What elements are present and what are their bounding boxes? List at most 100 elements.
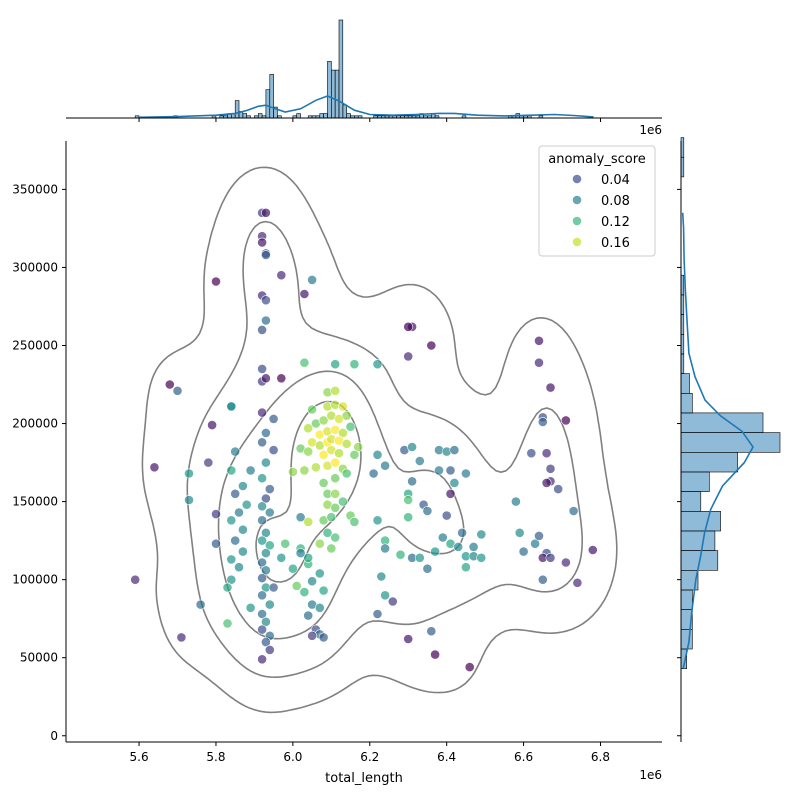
- scatter-point: [341, 438, 352, 449]
- scatter-point: [514, 527, 525, 538]
- scatter-point: [314, 538, 325, 549]
- scatter-point: [280, 538, 291, 549]
- marginal-x-kde-line: [138, 95, 594, 119]
- x-tick-label: 6.2: [360, 750, 379, 764]
- scatter-point: [287, 466, 298, 477]
- kde-contour-line: [141, 166, 618, 714]
- x-offset-label: 1e6: [639, 768, 662, 782]
- legend-title: anomaly_score: [548, 152, 646, 167]
- scatter-point: [257, 363, 267, 374]
- scatter-axes: 5.6 5.8 6.0 6.2 6.4 6.6 6.8 0 50000 100000 150000 2…: [12, 141, 662, 786]
- marginal-x-bar: [242, 113, 247, 119]
- scatter-point: [257, 573, 267, 583]
- scatter-point: [149, 462, 160, 473]
- scatter-point: [368, 468, 379, 479]
- scatter-point: [211, 276, 221, 287]
- scatter-point: [226, 554, 237, 565]
- scatter-point: [545, 382, 556, 393]
- scatter-point: [407, 442, 417, 452]
- scatter-point: [234, 562, 244, 573]
- scatter-point: [387, 596, 398, 607]
- x-tick-label: 6.6: [514, 750, 533, 764]
- scatter-point: [260, 493, 271, 504]
- scatter-point: [380, 543, 390, 554]
- scatter-point: [245, 602, 256, 613]
- scatter-point: [341, 468, 352, 479]
- scatter-point: [330, 502, 341, 513]
- scatter-point: [449, 445, 460, 455]
- scatter-point: [422, 563, 433, 574]
- scatter-point: [310, 462, 321, 473]
- y-tick-label: 300000: [12, 260, 58, 274]
- scatter-point: [307, 576, 317, 587]
- y-tick-label: 200000: [12, 417, 58, 431]
- scatter-point: [245, 465, 256, 476]
- legend-label: 0.12: [601, 215, 630, 230]
- x-tick-label: 6.4: [437, 750, 456, 764]
- scatter-point: [372, 359, 383, 370]
- scatter-point: [268, 582, 279, 593]
- marginal-y-bar: [680, 373, 690, 394]
- scatter-point: [260, 373, 271, 384]
- scatter-point: [380, 590, 390, 601]
- x-tick-label: 6.8: [591, 750, 610, 764]
- scatter-point: [318, 477, 329, 488]
- marginal-x-bar: [330, 69, 336, 119]
- scatter-point: [441, 510, 452, 521]
- scatter-point: [303, 552, 314, 563]
- scatter-point: [230, 535, 241, 546]
- scatter-point: [257, 473, 267, 484]
- scatter-point: [211, 509, 221, 519]
- scatter-point: [437, 532, 448, 543]
- scatter-point: [326, 512, 337, 523]
- marginal-x-histogram: 1e6: [66, 19, 662, 137]
- scatter-point: [276, 373, 287, 384]
- scatter-point: [414, 552, 425, 563]
- scatter-point: [537, 574, 548, 585]
- scatter-point: [295, 548, 306, 558]
- scatter-point: [534, 335, 544, 346]
- scatter-point: [237, 524, 248, 535]
- scatter-point: [341, 410, 352, 421]
- legend: anomaly_score 0.04 0.08 0.12 0.16: [538, 145, 656, 257]
- scatter-point: [372, 609, 383, 619]
- scatter-point: [260, 250, 271, 260]
- marginal-x-bar: [265, 89, 270, 119]
- marginal-x-bar: [269, 74, 274, 119]
- scatter-point: [322, 527, 333, 538]
- scatter-point: [349, 517, 360, 527]
- scatter-point: [222, 582, 233, 593]
- scatter-point: [511, 496, 521, 507]
- scatter-point: [534, 357, 544, 368]
- y-tick-label: 0: [50, 729, 58, 743]
- scatter-point: [241, 499, 252, 510]
- marginal-y-bar: [680, 451, 738, 473]
- scatter-point: [226, 574, 237, 585]
- scatter-point: [526, 448, 537, 459]
- scatter-point: [226, 465, 237, 476]
- scatter-point: [276, 270, 287, 281]
- scatter-point: [445, 488, 456, 499]
- scatter-point: [222, 618, 233, 629]
- scatter-point: [349, 449, 360, 460]
- marginal-x-bar: [323, 113, 328, 119]
- scatter-point: [380, 460, 390, 471]
- scatter-point: [257, 407, 267, 418]
- scatter-point: [287, 563, 298, 574]
- scatter-point: [268, 413, 279, 424]
- scatter-point: [541, 477, 552, 488]
- marginal-y-bar: [680, 589, 693, 611]
- scatter-point: [572, 577, 583, 588]
- scatter-point: [545, 463, 556, 474]
- scatter-point: [460, 468, 471, 479]
- kde-contour-line: [186, 220, 583, 678]
- scatter-point: [468, 542, 479, 552]
- legend-label: 0.04: [601, 173, 630, 188]
- scatter-point: [257, 609, 267, 619]
- scatter-point: [330, 532, 341, 543]
- y-tick-label: 250000: [12, 338, 58, 352]
- scatter-point: [303, 423, 314, 434]
- scatter-point: [307, 630, 317, 641]
- marginal-y-bar: [680, 491, 702, 512]
- scatter-point: [257, 535, 267, 546]
